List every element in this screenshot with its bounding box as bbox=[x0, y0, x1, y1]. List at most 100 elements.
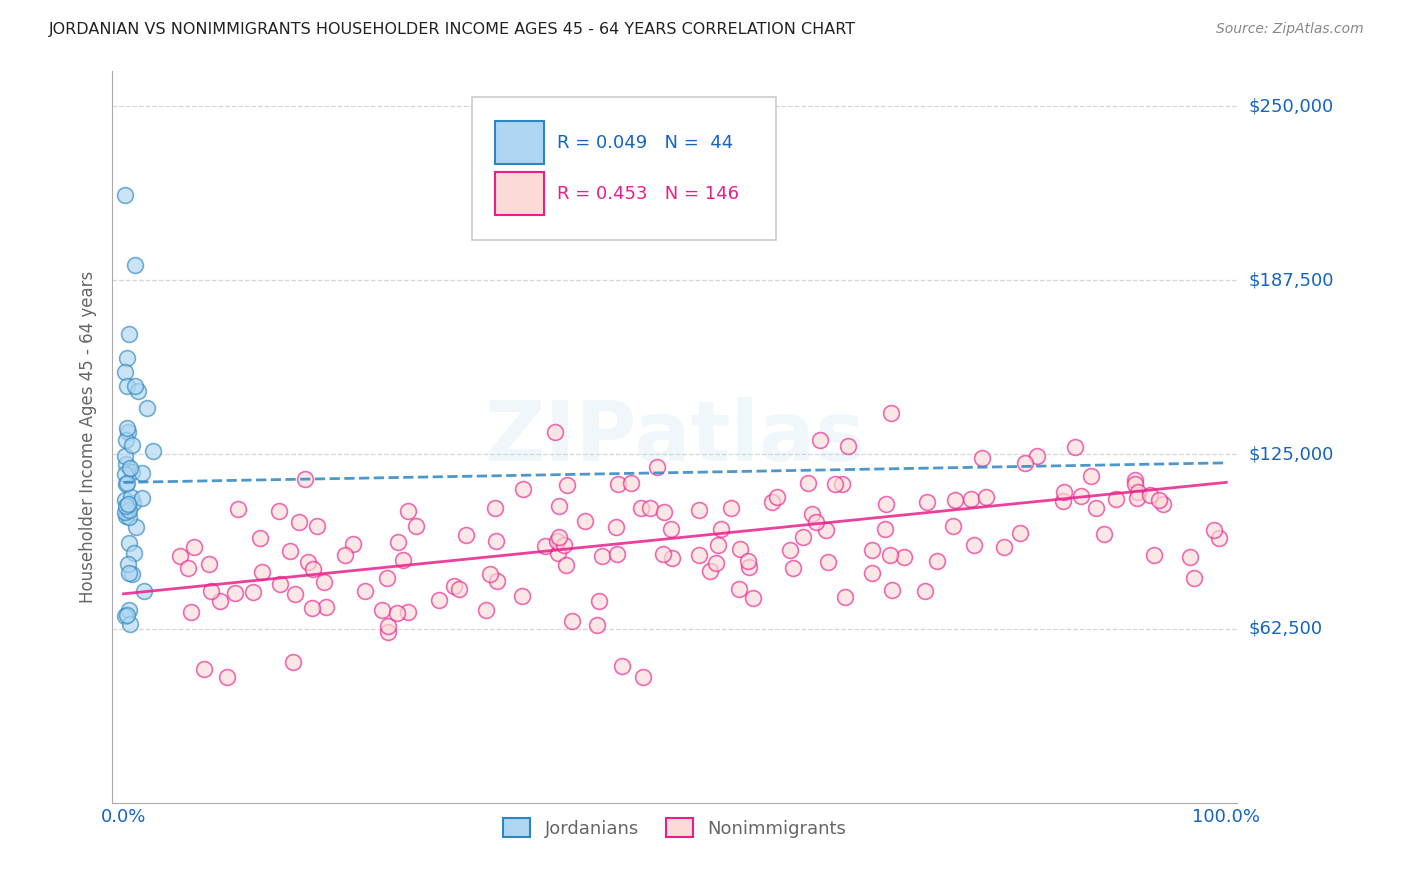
Point bbox=[875, 522, 897, 536]
Point bbox=[993, 540, 1015, 554]
Point bbox=[200, 584, 222, 599]
Point bbox=[1008, 525, 1031, 540]
Point bbox=[553, 538, 575, 552]
Point bbox=[217, 670, 239, 684]
Point bbox=[1063, 440, 1085, 454]
Point bbox=[134, 583, 156, 598]
Point bbox=[485, 533, 508, 548]
Point bbox=[1053, 484, 1076, 499]
Point bbox=[121, 438, 143, 452]
Point bbox=[574, 514, 596, 528]
Point bbox=[118, 327, 141, 342]
Point bbox=[533, 539, 555, 553]
Point bbox=[142, 444, 165, 458]
Point bbox=[808, 433, 831, 447]
Y-axis label: Householder Income Ages 45 - 64 years: Householder Income Ages 45 - 64 years bbox=[79, 271, 97, 603]
Point bbox=[297, 555, 319, 569]
Point bbox=[454, 527, 477, 541]
Point bbox=[707, 538, 730, 552]
Point bbox=[405, 518, 427, 533]
Point bbox=[960, 491, 983, 506]
Point bbox=[294, 472, 316, 486]
Point bbox=[765, 490, 787, 504]
Point bbox=[945, 492, 967, 507]
Point bbox=[544, 425, 567, 439]
Point bbox=[486, 574, 509, 588]
Point bbox=[710, 522, 733, 536]
Text: Source: ZipAtlas.com: Source: ZipAtlas.com bbox=[1216, 22, 1364, 37]
Point bbox=[606, 477, 628, 491]
Point bbox=[914, 584, 936, 599]
Point bbox=[198, 558, 221, 572]
Point bbox=[606, 547, 628, 561]
Point bbox=[737, 554, 759, 568]
Point bbox=[824, 477, 846, 491]
Point bbox=[177, 561, 200, 575]
Point bbox=[131, 466, 153, 480]
Point bbox=[963, 538, 986, 552]
Point bbox=[1085, 500, 1108, 515]
Point bbox=[475, 603, 498, 617]
Text: ZIPatlas: ZIPatlas bbox=[485, 397, 865, 477]
Point bbox=[880, 582, 903, 597]
Point bbox=[605, 519, 627, 533]
Point bbox=[121, 465, 143, 479]
Point bbox=[1105, 491, 1128, 506]
Point bbox=[548, 499, 571, 513]
Point bbox=[124, 258, 146, 272]
Point bbox=[801, 507, 824, 521]
Point bbox=[118, 510, 141, 524]
Point bbox=[115, 457, 138, 471]
Point bbox=[377, 624, 399, 639]
Point bbox=[124, 379, 146, 393]
Text: $125,000: $125,000 bbox=[1249, 445, 1334, 464]
Point bbox=[796, 476, 818, 491]
Point bbox=[354, 584, 377, 599]
Point bbox=[510, 589, 533, 603]
Point bbox=[1147, 493, 1170, 508]
Point bbox=[831, 476, 853, 491]
Point bbox=[114, 449, 136, 463]
Point bbox=[342, 537, 364, 551]
Point bbox=[377, 619, 399, 633]
Point bbox=[114, 365, 136, 379]
Point bbox=[387, 535, 409, 549]
Point bbox=[131, 491, 153, 505]
Point bbox=[1128, 484, 1150, 499]
Point bbox=[115, 421, 138, 435]
Point bbox=[115, 499, 138, 513]
Point bbox=[837, 439, 859, 453]
Text: R = 0.453   N = 146: R = 0.453 N = 146 bbox=[557, 186, 738, 203]
Point bbox=[546, 534, 568, 549]
Point bbox=[588, 594, 610, 608]
Point bbox=[585, 617, 607, 632]
Point bbox=[115, 351, 138, 365]
Point bbox=[548, 530, 571, 544]
Point bbox=[427, 592, 450, 607]
Point bbox=[875, 497, 897, 511]
Text: $187,500: $187,500 bbox=[1249, 271, 1334, 289]
Point bbox=[267, 504, 290, 518]
Point bbox=[118, 536, 141, 550]
Point bbox=[1182, 571, 1205, 585]
Text: JORDANIAN VS NONIMMIGRANTS HOUSEHOLDER INCOME AGES 45 - 64 YEARS CORRELATION CHA: JORDANIAN VS NONIMMIGRANTS HOUSEHOLDER I… bbox=[49, 22, 856, 37]
Point bbox=[284, 587, 307, 601]
Point bbox=[661, 551, 683, 566]
Point bbox=[1080, 468, 1102, 483]
Text: $250,000: $250,000 bbox=[1249, 97, 1334, 115]
Point bbox=[620, 476, 643, 491]
Point bbox=[115, 607, 138, 622]
Point bbox=[1070, 489, 1092, 503]
Point bbox=[817, 555, 839, 569]
Point bbox=[117, 503, 139, 517]
Point bbox=[1123, 473, 1146, 487]
Point bbox=[288, 516, 311, 530]
Point bbox=[169, 549, 191, 564]
Point bbox=[860, 543, 883, 558]
Point bbox=[224, 586, 246, 600]
Point bbox=[761, 495, 783, 509]
Point bbox=[269, 577, 291, 591]
Point bbox=[647, 459, 669, 474]
Point bbox=[114, 609, 136, 624]
Point bbox=[688, 503, 710, 517]
